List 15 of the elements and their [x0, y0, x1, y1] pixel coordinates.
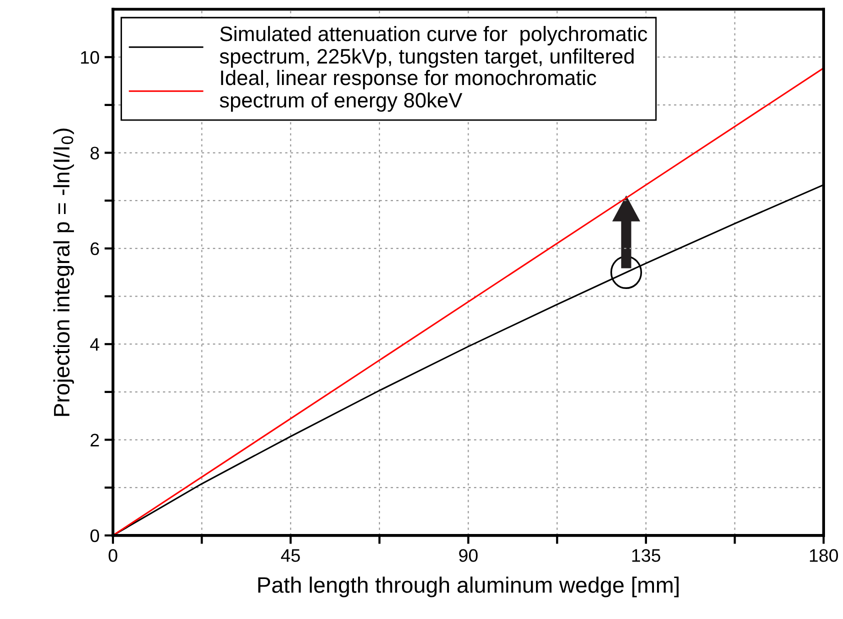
x-tick-label: 45 — [281, 549, 300, 562]
y-tick-label: 2 — [90, 434, 99, 446]
y-tick-label: 8 — [90, 146, 99, 160]
x-tick-label: 90 — [459, 549, 478, 562]
y-tick-label: 10 — [81, 51, 100, 64]
x-tick-label: 180 — [810, 549, 838, 562]
y-axis-title: Projection integral p = -ln(I/I$_{0}$) — [53, 128, 74, 416]
legend-label: Simulated attenuation curve for polychromatic spectrum, 225kVp, tungsten target, unfiltered — [220, 26, 648, 68]
x-axis-title: Path length through aluminum wedge [mm] — [258, 576, 679, 598]
x-tick-label: 135 — [632, 549, 660, 562]
y-tick-label: 6 — [90, 242, 99, 256]
y-tick-label: 4 — [90, 338, 100, 351]
x-tick-label: 0 — [108, 549, 118, 562]
legend-label: Ideal, linear response for monochromatic spectrum of energy 80keV — [220, 70, 596, 112]
y-tick-label: 0 — [90, 529, 100, 542]
